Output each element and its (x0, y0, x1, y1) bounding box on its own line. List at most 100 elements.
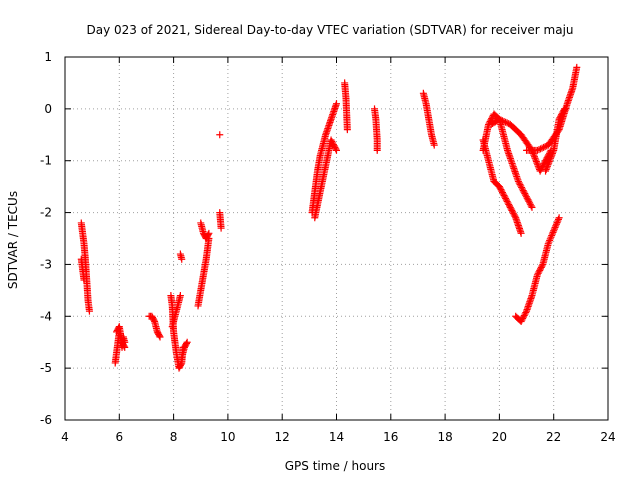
data-point (525, 197, 533, 205)
data-point (543, 162, 551, 170)
data-point (548, 151, 556, 159)
data-point (518, 185, 526, 193)
data-point (550, 227, 558, 235)
x-tick-label: 14 (329, 430, 344, 444)
data-point (330, 142, 338, 150)
data-point (329, 140, 337, 148)
data-point (531, 154, 539, 162)
data-point (504, 199, 512, 207)
data-point (545, 158, 553, 166)
data-point (517, 317, 525, 325)
data-point (558, 109, 566, 117)
data-point (537, 265, 545, 273)
data-point (327, 136, 335, 144)
data-point (533, 271, 541, 279)
axis-ticks: 4 6 8 10 12 14 16 18 20 22 24 -6 -5 -4 -3 -2 -1 0 1 (40, 50, 616, 444)
data-point (329, 139, 337, 147)
data-point (496, 184, 504, 192)
data-point (554, 215, 562, 223)
data-point (554, 217, 562, 225)
data-point (541, 143, 549, 151)
data-point (519, 187, 527, 195)
y-tick-label: -6 (40, 413, 52, 427)
data-point (547, 154, 555, 162)
data-point (498, 187, 506, 195)
data-point (177, 360, 185, 368)
data-point (332, 145, 340, 153)
data-point (544, 240, 552, 248)
data-point (546, 156, 554, 164)
data-point (497, 116, 505, 124)
data-point (532, 158, 540, 166)
data-point (509, 208, 517, 216)
data-point (510, 211, 518, 219)
data-point (538, 262, 546, 270)
data-point (546, 235, 554, 243)
data-point (505, 200, 513, 208)
data-point (524, 196, 532, 204)
data-point (526, 200, 534, 208)
data-point (533, 146, 541, 154)
y-tick-label: -4 (40, 309, 52, 323)
data-point (503, 197, 511, 205)
data-point (499, 190, 507, 198)
data-point (505, 202, 513, 210)
data-point (205, 229, 213, 237)
data-point (549, 228, 557, 236)
data-point (333, 146, 340, 154)
data-point (511, 212, 519, 220)
data-point (150, 316, 158, 324)
data-point (542, 165, 550, 173)
data-point (519, 315, 527, 323)
data-point (545, 159, 553, 167)
data-point (509, 209, 517, 217)
data-point (501, 193, 509, 201)
y-tick-label: 1 (44, 50, 52, 64)
data-point (548, 232, 556, 240)
data-point (534, 269, 542, 277)
data-point (217, 224, 225, 232)
data-point (548, 150, 556, 158)
data-points (77, 63, 581, 372)
x-tick-label: 18 (437, 430, 452, 444)
data-point (526, 199, 534, 207)
data-point (555, 115, 563, 123)
data-point (560, 106, 568, 114)
y-tick-label: -5 (40, 361, 52, 375)
data-point (182, 340, 190, 348)
data-point (552, 220, 560, 228)
data-point (333, 100, 340, 108)
data-point (518, 316, 526, 324)
data-point (502, 196, 510, 204)
data-point (532, 156, 540, 164)
data-point (555, 214, 563, 222)
data-point (522, 309, 530, 317)
data-point (547, 233, 555, 241)
data-point (120, 342, 128, 350)
data-point (502, 118, 510, 126)
x-tick-label: 4 (61, 430, 69, 444)
data-point (533, 159, 541, 167)
data-point (178, 255, 186, 263)
data-point (204, 231, 212, 239)
data-point (537, 145, 545, 153)
data-point (521, 190, 529, 198)
y-axis-label: SDTVAR / TECUs (6, 191, 20, 289)
y-tick-label: 0 (44, 102, 52, 116)
data-point (522, 193, 530, 201)
data-point (557, 112, 565, 120)
x-tick-label: 22 (546, 430, 561, 444)
x-tick-label: 12 (275, 430, 290, 444)
data-point (499, 189, 507, 197)
x-tick-label: 6 (115, 430, 123, 444)
data-point (551, 223, 559, 231)
data-point (343, 126, 351, 134)
data-point (80, 276, 88, 284)
data-point (516, 181, 524, 189)
data-point (517, 229, 525, 237)
data-point (547, 153, 555, 161)
data-point (561, 105, 569, 113)
data-point (550, 225, 558, 233)
data-point (548, 230, 556, 238)
data-point (328, 137, 336, 145)
